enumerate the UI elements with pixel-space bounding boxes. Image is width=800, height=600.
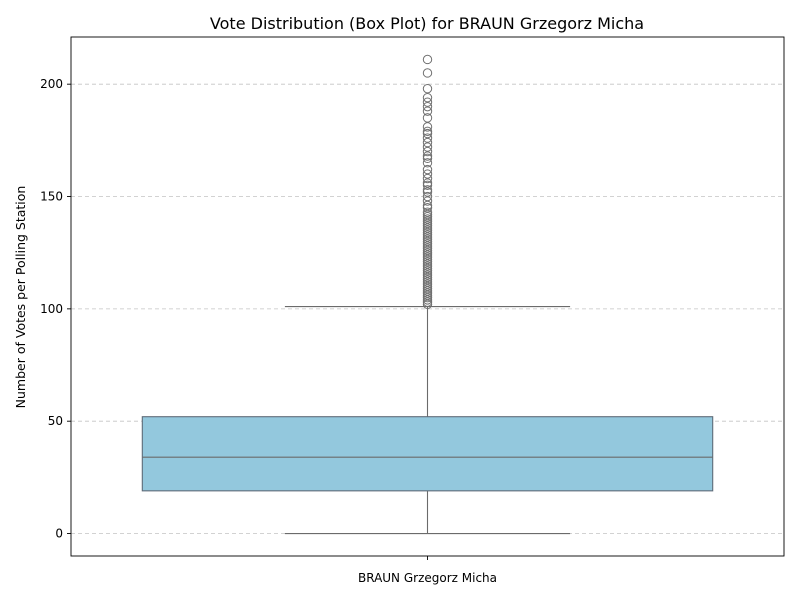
y-tick-label: 100: [40, 302, 63, 316]
outlier-point: [422, 297, 433, 307]
outlier-point: [422, 113, 433, 123]
outlier-point: [422, 241, 433, 251]
outlier-point: [422, 187, 433, 197]
outlier-point: [422, 218, 433, 229]
outlier-point: [422, 268, 433, 278]
outlier-point: [422, 254, 433, 265]
outlier-point: [422, 158, 433, 168]
outlier-point: [422, 153, 433, 164]
chart-title: Vote Distribution (Box Plot) for BRAUN G…: [210, 14, 644, 33]
y-tick-label: 150: [40, 190, 63, 204]
outlier-point: [422, 259, 433, 269]
outlier-point: [422, 203, 433, 213]
y-axis-ticks: 0 50 100 150 200: [40, 77, 71, 541]
outlier-point: [422, 292, 433, 303]
outlier-point: [422, 274, 433, 285]
outlier-point: [422, 281, 433, 292]
outlier-point: [422, 196, 433, 206]
outlier-point: [422, 142, 433, 152]
outlier-point: [422, 54, 433, 65]
outlier-point: [422, 265, 433, 276]
outlier-point: [422, 164, 433, 175]
outlier-point: [422, 261, 433, 271]
outlier-point: [422, 191, 433, 202]
outlier-point: [422, 245, 433, 256]
outlier-point: [422, 101, 433, 112]
outlier-point: [422, 230, 433, 240]
outlier-point: [422, 243, 433, 253]
outlier-point: [422, 151, 433, 161]
outlier-point: [422, 216, 433, 226]
outlier-point: [422, 247, 433, 258]
y-tick-label: 50: [48, 414, 63, 428]
outlier-point: [422, 83, 433, 94]
outlier-point: [422, 68, 433, 78]
outlier-point: [422, 92, 433, 103]
outlier-point: [422, 283, 433, 294]
plot-area: [141, 54, 714, 535]
outlier-point: [422, 126, 433, 137]
outlier-point: [422, 128, 433, 139]
outlier-point: [422, 277, 433, 287]
outlier-point: [422, 221, 433, 231]
outlier-point: [422, 97, 433, 107]
outlier-point: [422, 180, 433, 190]
outlier-point: [422, 236, 433, 247]
outlier-point: [422, 225, 433, 235]
outlier-point: [422, 295, 433, 305]
iqr-box: [141, 416, 714, 492]
x-tick-label: BRAUN Grzegorz Micha: [358, 571, 497, 585]
outlier-point: [422, 173, 433, 184]
y-tick-label: 0: [55, 527, 63, 541]
outlier-point: [422, 137, 433, 148]
outlier-point: [422, 288, 433, 298]
outlier-point: [422, 239, 433, 249]
outlier-point: [422, 209, 433, 220]
outlier-point: [422, 106, 433, 116]
outlier-point: [422, 279, 433, 289]
outlier-point: [422, 252, 433, 262]
outlier-point: [422, 212, 433, 222]
outlier-point: [422, 169, 433, 179]
outlier-point: [422, 122, 433, 132]
outlier-point: [422, 286, 433, 296]
outlier-point: [422, 133, 433, 143]
outlier-point: [422, 227, 433, 238]
outlier-point: [422, 299, 433, 310]
y-tick-label: 200: [40, 77, 63, 91]
outlier-point: [422, 270, 433, 280]
outlier-point: [422, 232, 433, 242]
outlier-point: [422, 290, 433, 301]
outlier-point: [422, 256, 433, 267]
outlier-point: [422, 200, 433, 211]
outlier-point: [422, 272, 433, 283]
outlier-point: [422, 223, 433, 233]
x-axis-ticks: BRAUN Grzegorz Micha: [358, 556, 497, 585]
outlier-point: [422, 234, 433, 244]
outlier-point: [422, 185, 433, 195]
outlier-point: [422, 250, 433, 260]
outlier-point: [422, 263, 433, 274]
y-axis-label: Number of Votes per Polling Station: [13, 186, 28, 409]
outlier-point: [422, 178, 433, 188]
outlier-point: [422, 146, 433, 157]
outlier-point: [422, 214, 433, 224]
outlier-point: [422, 207, 433, 217]
